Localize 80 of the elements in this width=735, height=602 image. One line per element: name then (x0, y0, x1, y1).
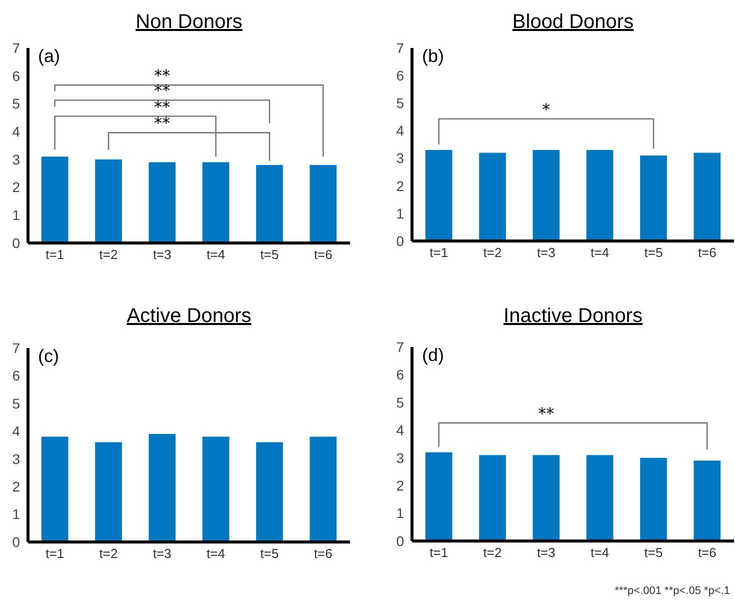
bar (256, 442, 283, 542)
y-tick-label: 0 (12, 234, 20, 251)
y-tick-label: 1 (12, 506, 20, 522)
y-tick-label: 5 (12, 96, 20, 112)
x-tick-label: t=1 (430, 245, 448, 260)
y-tick-label: 2 (12, 478, 20, 494)
annotation: ** (154, 114, 170, 133)
y-tick-label: 2 (396, 178, 404, 194)
y-tick-label: 3 (12, 450, 20, 467)
y-tick-label: 2 (12, 179, 20, 196)
y-tick-label: 4 (12, 123, 20, 140)
x-tick-label: t=4 (206, 546, 226, 561)
annotation: (a) (38, 46, 60, 66)
chart-title: Non Donors (136, 11, 242, 33)
y-tick-label: 5 (12, 395, 20, 412)
y-tick-label: 7 (396, 40, 404, 56)
y-tick-label: 6 (396, 67, 404, 84)
text: ***p<.001 **p<.05 *p<.1 (614, 585, 730, 597)
annotation: (d) (422, 345, 444, 365)
x-tick-label: t=2 (483, 545, 502, 560)
chart-title: Blood Donors (512, 11, 634, 33)
bar (532, 455, 560, 541)
y-tick-label: 5 (396, 95, 404, 112)
bar (479, 455, 506, 541)
x-tick-label: t=2 (483, 245, 502, 260)
y-tick-label: 6 (12, 368, 20, 384)
chart-title: Inactive Donors (504, 305, 642, 327)
x-tick-label: t=3 (536, 245, 556, 260)
y-tick-label: 1 (396, 505, 404, 522)
x-tick-label: t=4 (206, 247, 226, 262)
x-tick-label: t=1 (46, 546, 64, 561)
x-tick-label: t=6 (314, 546, 332, 561)
y-tick-label: 0 (396, 532, 404, 549)
x-tick-label: t=3 (152, 247, 172, 262)
bar (202, 436, 230, 542)
y-tick-label: 5 (396, 394, 404, 410)
y-tick-label: 7 (12, 40, 20, 56)
y-tick-label: 0 (396, 232, 404, 249)
y-tick-label: 7 (396, 338, 404, 355)
x-tick-label: t=2 (99, 247, 118, 262)
y-tick-label: 7 (12, 340, 20, 356)
bar (41, 436, 68, 542)
y-tick-label: 2 (396, 477, 404, 494)
y-tick-label: 6 (396, 366, 404, 383)
x-tick-label: t=6 (698, 545, 716, 560)
bar (148, 434, 176, 542)
x-tick-label: t=3 (536, 545, 556, 560)
x-tick-label: t=6 (698, 245, 716, 260)
x-tick-label: t=5 (644, 245, 663, 260)
y-tick-label: 4 (396, 422, 404, 438)
bar (95, 442, 122, 542)
x-tick-label: t=5 (260, 247, 279, 262)
bar (694, 460, 721, 541)
annotation: (c) (38, 346, 59, 366)
y-tick-label: 4 (396, 122, 404, 139)
bar (425, 452, 452, 541)
y-tick-label: 3 (12, 151, 20, 168)
x-tick-label: t=1 (46, 247, 64, 262)
x-tick-label: t=4 (590, 545, 610, 560)
y-tick-label: 3 (396, 450, 404, 466)
x-tick-label: t=3 (152, 546, 172, 561)
x-tick-label: t=6 (314, 247, 332, 262)
y-tick-label: 0 (12, 534, 20, 550)
x-tick-label: t=4 (590, 245, 610, 260)
annotation: ** (538, 404, 554, 423)
y-tick-label: 1 (12, 207, 20, 224)
annotation: (b) (422, 46, 444, 66)
y-tick-label: 4 (12, 423, 20, 440)
bar (586, 455, 614, 541)
x-tick-label: t=1 (430, 545, 448, 560)
annotation: * (542, 100, 550, 119)
y-tick-label: 1 (396, 205, 404, 222)
x-tick-label: t=5 (644, 545, 663, 560)
x-tick-label: t=5 (260, 546, 279, 561)
y-tick-label: 6 (12, 68, 20, 84)
bar (310, 436, 337, 542)
bar (640, 458, 667, 541)
x-tick-label: t=2 (99, 546, 118, 561)
y-tick-label: 3 (396, 150, 404, 166)
chart-title: Active Donors (126, 305, 252, 327)
